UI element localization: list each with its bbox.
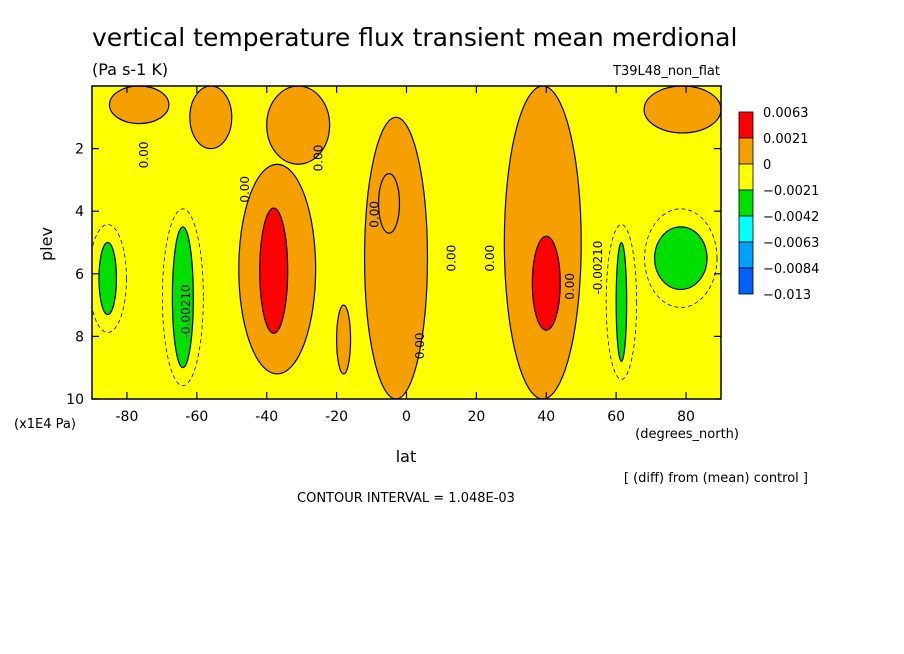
chart-title: vertical temperature flux transient mean… [92,23,737,52]
y-tick-label: 8 [75,329,84,345]
contour-label: 0.00 [444,245,458,272]
colorbar-label: 0.0021 [763,132,809,147]
contour-fill-layer [98,86,721,399]
negative-contour-line [161,208,204,387]
contour-label-layer: 0.00 0.00 0.00 0.00 0.00 0.00 0.00 0.00 -0.00210… [137,142,605,360]
contour-region [108,86,170,125]
x-axis-label: lat [396,447,417,466]
contour-label: 0.00 [483,245,497,272]
colorbar-swatch [738,241,754,269]
x-tick-label: 0 [402,409,411,425]
colorbar-swatch [738,111,754,139]
contour-region [336,304,352,375]
contour-region [98,241,118,316]
colorbar-swatch [738,163,754,191]
diff-note: [ (diff) from (mean) control ] [624,471,808,486]
y-tick-label: 10 [66,392,84,408]
y-axis: 2 4 6 8 10 [66,142,721,408]
contour-interval-note: CONTOUR INTERVAL = 1.048E-03 [297,491,515,506]
colorbar-label: 0.0063 [763,106,809,121]
contour-label: 0.00 [137,142,151,169]
x-tick-label: -80 [116,409,139,425]
contour-region [189,86,233,150]
x-tick-label: 80 [677,409,695,425]
contour-region [171,226,194,369]
negative-contour-line [605,224,638,380]
x-tick-label: 20 [467,409,485,425]
x-axis-units: (degrees_north) [635,427,739,442]
x-tick-label: -60 [185,409,208,425]
colorbar-swatch [738,137,754,165]
y-tick-label: 4 [75,204,84,220]
colorbar: 0.0063 0.0021 0 −0.0021 −0.0042 −0.0063 −0.008… [738,106,819,303]
x-tick-label: 40 [537,409,555,425]
colorbar-label: −0.0084 [763,262,819,277]
x-axis: -80 -60 -40 -20 0 20 40 60 80 [116,86,695,425]
y-tick-label: 2 [75,142,84,158]
contour-region [531,235,561,331]
colorbar-label: −0.0042 [763,210,819,225]
chart-units: (Pa s-1 K) [92,60,168,79]
contour-label: 0.00 [238,176,252,203]
contour-label: 0.00 [563,273,577,300]
x-tick-label: 60 [607,409,625,425]
contour-label: -0.00210 [591,241,605,295]
contour-label: -0.00210 [179,284,193,338]
y-tick-label: 6 [75,267,84,283]
contour-label: 0.00 [312,145,326,172]
negative-contour-layer [92,208,718,387]
contour-label: 0.00 [413,332,427,359]
contour-label: 0.00 [368,201,382,228]
contour-region [259,207,289,334]
colorbar-swatch [738,267,754,295]
y-axis-label: plev [37,227,56,261]
contour-region [654,226,708,291]
y-axis-units: (x1E4 Pa) [14,417,76,432]
colorbar-label: −0.0063 [763,236,819,251]
negative-contour-line [92,224,127,333]
contour-region [266,86,331,165]
experiment-label: T39L48_non_flat [612,64,720,79]
colorbar-label: −0.013 [763,288,811,303]
contour-region [643,86,721,134]
contour-region [615,241,628,363]
colorbar-swatch [738,215,754,243]
colorbar-swatch [738,189,754,217]
negative-contour-line [644,208,718,308]
contour-region [377,173,401,234]
x-tick-label: -20 [325,409,348,425]
colorbar-label: 0 [763,158,771,173]
x-tick-label: -40 [255,409,278,425]
colorbar-label: −0.0021 [763,184,819,199]
